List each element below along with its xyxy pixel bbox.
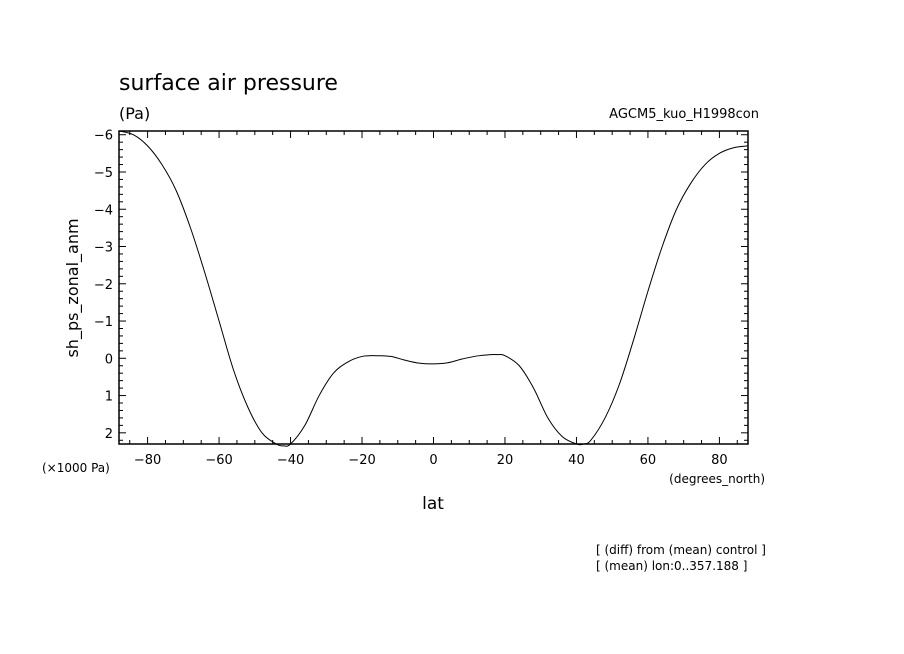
y-tick-label: −2	[94, 278, 113, 293]
x-tick-labels: −80 −60 −40 −20 0 20 40 60 80	[134, 453, 728, 468]
x-tick-label: −80	[134, 453, 161, 468]
y-tick-label: 0	[105, 352, 113, 367]
x-units-label: (degrees_north)	[669, 472, 765, 486]
x-tick-label: 0	[429, 453, 437, 468]
y-tick-label: −1	[94, 315, 113, 330]
y-tick-label: −6	[94, 129, 113, 144]
x-tick-label: −40	[277, 453, 304, 468]
note-mean: [ (mean) lon:0..357.188 ]	[596, 559, 747, 573]
y-tick-labels: −6 −5 −4 −3 −2 −1 0 1 2	[94, 129, 113, 442]
x-tick-label: 20	[497, 453, 514, 468]
x-tick-label: −60	[205, 453, 232, 468]
y-tick-label: −5	[94, 166, 113, 181]
x-tick-label: 40	[568, 453, 585, 468]
x-tick-label: 80	[711, 453, 728, 468]
y-tick-label: −4	[94, 203, 113, 218]
y-axis-label: sh_ps_zonal_anm	[63, 218, 83, 357]
plot-area: −80 −60 −40 −20 0 20 40 60 80 −6 −5 −4 −3 −2 −1 0 1 2	[94, 129, 749, 468]
y-tick-label: 1	[105, 390, 113, 405]
chart-title: surface air pressure	[119, 71, 338, 96]
plot-frame	[118, 130, 749, 445]
units-label: (Pa)	[119, 104, 150, 123]
note-diff: [ (diff) from (mean) control ]	[596, 543, 766, 557]
y-tick-label: 2	[105, 427, 113, 442]
series-line	[118, 130, 749, 447]
x-axis-label: lat	[422, 494, 444, 514]
x-tick-label: −20	[348, 453, 375, 468]
y-tick-label: −3	[94, 241, 113, 256]
axis-ticks	[119, 131, 748, 444]
y-multiplier-label: (×1000 Pa)	[42, 461, 110, 475]
experiment-label: AGCM5_kuo_H1998con	[609, 107, 759, 122]
x-tick-label: 60	[640, 453, 657, 468]
